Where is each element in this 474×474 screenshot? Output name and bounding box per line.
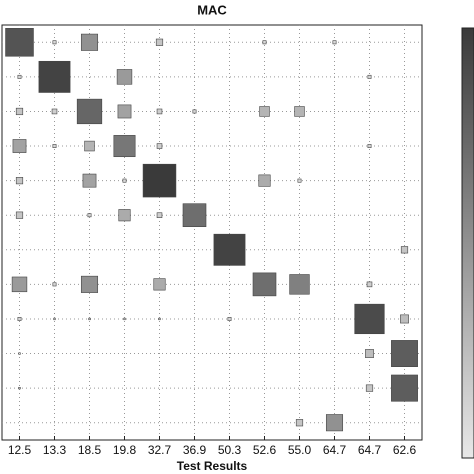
mac-cell xyxy=(258,174,271,187)
mac-cell xyxy=(156,108,163,115)
mac-cell xyxy=(116,69,133,85)
mac-cell xyxy=(123,317,126,321)
mac-cell xyxy=(17,317,22,321)
x-tick-label: 12.5 xyxy=(8,443,32,457)
mac-cell xyxy=(213,233,246,266)
mac-cell xyxy=(295,419,304,427)
mac-cell xyxy=(262,40,267,45)
x-tick-label: 18.5 xyxy=(78,443,102,457)
mac-cell xyxy=(15,107,24,116)
mac-cell xyxy=(53,317,56,321)
mac-cell xyxy=(367,74,372,79)
mac-cell xyxy=(400,246,409,254)
mac-cell xyxy=(332,40,337,45)
x-tick-label: 36.9 xyxy=(183,443,207,457)
mac-cell xyxy=(367,144,372,148)
mac-cell xyxy=(182,203,207,228)
mac-cell xyxy=(15,211,24,219)
mac-cell xyxy=(297,178,302,183)
mac-cell xyxy=(289,274,310,295)
mac-cell xyxy=(87,213,92,218)
chart-title: MAC xyxy=(197,2,227,17)
x-tick-label: 32.7 xyxy=(148,443,172,457)
mac-cell xyxy=(51,108,58,115)
x-tick-label: 62.6 xyxy=(393,443,417,457)
mac-cell xyxy=(155,38,164,46)
mac-cell xyxy=(84,140,95,152)
mac-cell xyxy=(76,98,103,125)
mac-cell xyxy=(5,28,34,57)
mac-cell xyxy=(325,414,344,432)
mac-cell xyxy=(391,340,418,367)
mac-cell xyxy=(156,143,163,149)
x-tick-label: 50.3 xyxy=(218,443,242,457)
mac-cell xyxy=(227,317,232,321)
x-tick-label: 13.3 xyxy=(43,443,67,457)
mac-cell xyxy=(122,178,127,183)
mac-cell xyxy=(15,177,24,185)
mac-cell xyxy=(117,104,132,119)
mac-cell xyxy=(17,74,22,79)
plot-frame xyxy=(1,24,423,441)
mac-cell xyxy=(82,173,97,188)
mac-cell xyxy=(88,317,91,321)
x-tick-label: 19.8 xyxy=(113,443,137,457)
x-tick-label: 64.7 xyxy=(358,443,382,457)
mac-cell xyxy=(142,163,177,198)
mac-cell xyxy=(113,135,136,158)
mac-cell xyxy=(18,387,21,390)
x-tick-label: 52.6 xyxy=(253,443,277,457)
mac-cell xyxy=(11,276,28,293)
mac-cell xyxy=(192,109,197,114)
mac-cell xyxy=(400,314,409,324)
mac-cell xyxy=(259,106,270,117)
mac-cell xyxy=(252,272,277,297)
mac-cell xyxy=(354,303,385,335)
mac-cell xyxy=(156,212,163,218)
mac-cell xyxy=(80,33,99,51)
mac-cell xyxy=(12,139,27,153)
x-tick-label: 64.7 xyxy=(323,443,347,457)
colorbar xyxy=(461,27,474,459)
mac-cell xyxy=(38,60,71,93)
mac-cell xyxy=(52,282,57,287)
mac-cell xyxy=(52,144,57,148)
mac-cell xyxy=(18,352,21,355)
mac-cell xyxy=(391,374,418,402)
mac-cell xyxy=(118,209,131,222)
mac-cell xyxy=(365,384,374,392)
mac-cell xyxy=(294,106,305,117)
mac-cell xyxy=(52,40,57,45)
mac-cell xyxy=(366,281,373,288)
mac-cell xyxy=(80,275,99,293)
mac-cell xyxy=(365,349,374,358)
mac-cell xyxy=(158,317,161,321)
x-tick-label: 55.0 xyxy=(288,443,312,457)
x-axis-label: Test Results xyxy=(177,459,248,473)
mac-cell xyxy=(153,278,166,291)
